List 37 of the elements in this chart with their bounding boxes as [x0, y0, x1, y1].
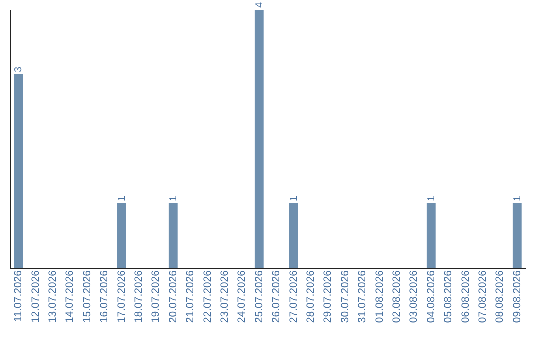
x-tick-label: 11.07.2026	[12, 270, 25, 322]
data-label: 3	[14, 66, 25, 72]
x-tick-label: 09.08.2026	[511, 270, 524, 324]
x-tick-label: 20.07.2026	[167, 270, 180, 324]
data-label: 1	[512, 196, 524, 202]
data-label: 1	[116, 196, 128, 202]
x-tick-label: 31.07.2026	[356, 270, 369, 324]
x-tick-label: 13.07.2026	[47, 270, 59, 324]
x-tick-label: 23.07.2026	[219, 270, 231, 324]
x-tick-label: 06.08.2026	[460, 270, 472, 324]
x-tick-label: 30.07.2026	[339, 270, 352, 324]
x-tick-label: 19.07.2026	[150, 270, 162, 324]
x-tick-label: 05.08.2026	[442, 270, 455, 324]
x-tick-label: 26.07.2026	[270, 270, 283, 324]
x-tick-label: 28.07.2026	[305, 270, 317, 324]
data-label: 4	[254, 2, 266, 8]
data-label: 1	[168, 196, 180, 202]
x-tick-label: 21.07.2026	[184, 270, 197, 324]
x-tick-label: 08.08.2026	[494, 270, 506, 324]
x-tick-label: 18.07.2026	[133, 270, 145, 324]
x-tick-label: 02.08.2026	[391, 270, 403, 324]
x-tick-label: 16.07.2026	[98, 270, 111, 324]
x-tick-label: 07.08.2026	[477, 270, 489, 324]
x-tick-label: 17.07.2026	[116, 270, 128, 324]
x-tick-label: 27.07.2026	[288, 270, 300, 324]
x-tick-label: 22.07.2026	[202, 270, 214, 324]
data-label: 1	[426, 196, 438, 202]
x-tick-label: 01.08.2026	[374, 270, 386, 324]
x-tick-label: 12.07.2026	[30, 270, 42, 324]
x-tick-label: 04.08.2026	[425, 270, 438, 324]
x-tick-label: 25.07.2026	[253, 270, 266, 324]
x-tick-label: 15.07.2026	[81, 270, 94, 324]
x-tick-label: 14.07.2026	[64, 270, 76, 324]
x-tick-label: 29.07.2026	[322, 270, 334, 324]
x-tick-label: 24.07.2026	[236, 270, 248, 324]
data-label: 1	[288, 196, 300, 202]
x-tick-label: 03.08.2026	[408, 270, 420, 324]
